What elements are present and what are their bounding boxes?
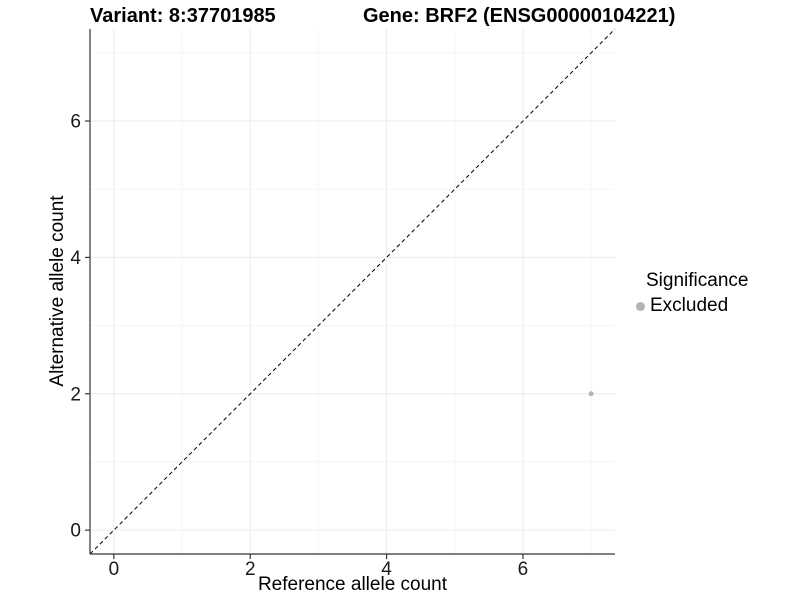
legend-item-excluded: Excluded (632, 295, 748, 317)
x-tick-label: 4 (381, 559, 392, 580)
y-axis-label: Alternative allele count (47, 195, 68, 387)
x-tick-label: 2 (245, 559, 256, 580)
legend: Significance Excluded (632, 270, 748, 317)
x-tick-label: 0 (109, 559, 120, 580)
gene-title: Gene: BRF2 (ENSG00000104221) (363, 5, 676, 27)
x-axis-label: Reference allele count (257, 574, 448, 595)
data-point (588, 391, 594, 397)
legend-item-label: Excluded (650, 295, 729, 316)
excluded-point-icon (636, 301, 645, 311)
y-tick-label: 0 (70, 521, 81, 542)
y-tick-label: 4 (70, 248, 81, 269)
y-tick-label: 2 (70, 384, 81, 405)
variant-title: Variant: 8:37701985 (90, 5, 276, 27)
legend-title: Significance (646, 270, 749, 291)
y-tick-label: 6 (70, 112, 81, 133)
identity-line (89, 28, 616, 555)
x-tick-label: 6 (518, 559, 529, 580)
